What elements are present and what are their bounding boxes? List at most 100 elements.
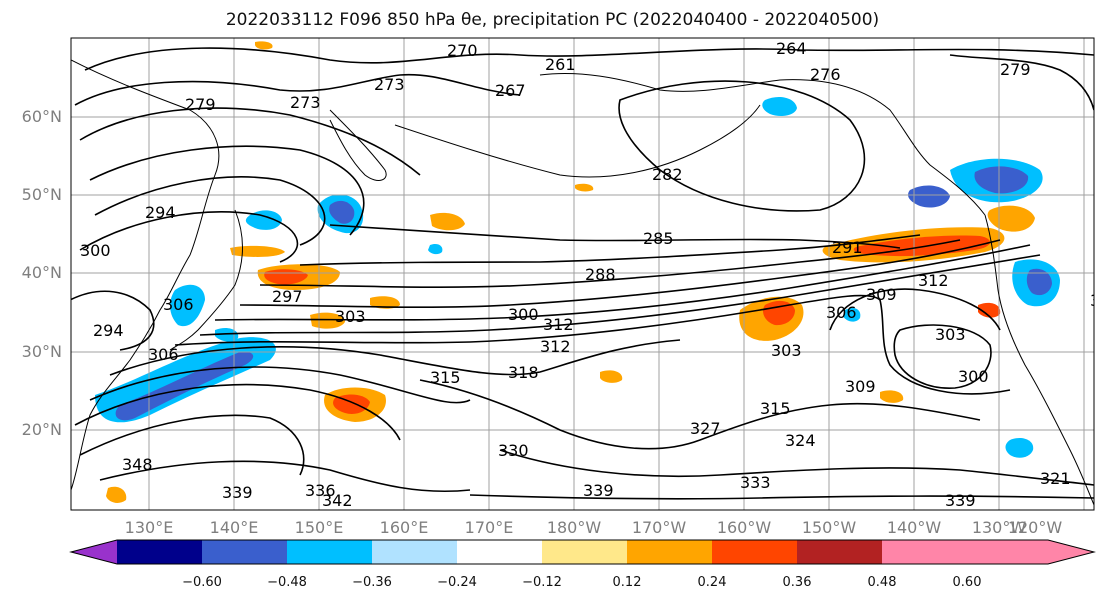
lat-label: 30°N <box>21 342 62 361</box>
colorbar-tick-label: −0.60 <box>182 575 222 590</box>
pos-patch-small-g <box>575 183 594 192</box>
contour-label: 309 <box>845 377 876 396</box>
neg-patch-okhotsk-core <box>329 200 355 224</box>
lat-label: 20°N <box>21 420 62 439</box>
colorbar-tick-label: 0.36 <box>782 575 812 590</box>
neg-patch-small-3 <box>215 327 239 342</box>
contour-label: 306 <box>163 295 194 314</box>
pos-patch-small-f <box>255 41 273 50</box>
lon-label: 170°W <box>631 518 687 537</box>
lon-label: 160°W <box>716 518 772 537</box>
contour-label: 294 <box>93 321 124 340</box>
coastlines <box>71 59 1094 506</box>
colorbar-bin <box>797 540 882 564</box>
pos-patch-central-pacific <box>430 212 465 231</box>
contour-label: 336 <box>305 481 336 500</box>
contour-label: 276 <box>810 65 841 84</box>
coast-aleutians <box>394 104 761 178</box>
neg-patch-small-1 <box>428 243 443 255</box>
colorbar-extend-left <box>71 540 117 564</box>
coast-alaska <box>539 73 986 216</box>
colorbar-tick-label: 0.12 <box>612 575 642 590</box>
neg-patch-bc-core <box>974 166 1029 194</box>
contour-label: 261 <box>545 55 576 74</box>
pos-patch-small-c <box>978 302 1001 318</box>
coast-north-america <box>984 214 1094 506</box>
colorbar-tick-label: −0.48 <box>267 575 307 590</box>
lon-label: 140°W <box>886 518 942 537</box>
lon-label: 150°E <box>294 518 344 537</box>
lon-label: 140°E <box>209 518 259 537</box>
contour-label: 333 <box>740 473 771 492</box>
contour-label: 324 <box>785 431 816 450</box>
neg-patch-kamchatka <box>245 210 282 230</box>
contour-label: 321 <box>1040 469 1071 488</box>
map-frame <box>70 37 1095 511</box>
contour-label: 303 <box>935 325 966 344</box>
contour-label: 306 <box>148 345 179 364</box>
contour-label: 318 <box>508 363 539 382</box>
colorbar-bin <box>202 540 287 564</box>
contour-label: 312 <box>543 315 574 334</box>
colorbar-bin <box>372 540 457 564</box>
contour-label: 279 <box>185 95 216 114</box>
colorbar-extend-right <box>967 540 1094 564</box>
pos-patch-small-e <box>600 370 623 383</box>
coast-japan <box>169 209 243 351</box>
contour-label: 339 <box>945 491 976 510</box>
contour-label: 339 <box>583 481 614 500</box>
colorbar <box>69 539 1096 565</box>
contour-label: 303 <box>335 307 366 326</box>
neg-patch-gulf-alaska <box>762 96 797 116</box>
pos-patch-small-a <box>370 296 400 309</box>
neg-patch-mexico <box>1005 438 1034 458</box>
contour-label: 282 <box>652 165 683 184</box>
lat-label: 60°N <box>21 107 62 126</box>
colorbar-bin <box>882 540 967 564</box>
contour-label: 285 <box>643 229 674 248</box>
contour-label: 288 <box>585 265 616 284</box>
pos-patch-small-i <box>880 390 904 403</box>
contour-label: 312 <box>1090 291 1105 310</box>
graticule <box>71 38 1094 510</box>
neg-patch-gulf-core <box>908 185 950 208</box>
contour-label: 279 <box>1000 60 1031 79</box>
lat-label: 40°N <box>21 263 62 282</box>
lon-label: 120°W <box>1007 518 1063 537</box>
contour-label: 300 <box>958 367 989 386</box>
neg-patch-small-2 <box>843 307 861 322</box>
contour-label: 312 <box>918 271 949 290</box>
contour-label: 309 <box>866 285 897 304</box>
contour-label: 342 <box>322 491 353 510</box>
contour-label: 339 <box>222 483 253 502</box>
contour-label: 273 <box>290 93 321 112</box>
lat-label: 50°N <box>21 185 62 204</box>
lon-label: 130°W <box>971 518 1027 537</box>
contour-label: 300 <box>508 305 539 324</box>
contour-label: 264 <box>776 39 807 58</box>
lon-label: 130°E <box>124 518 174 537</box>
contour-label: 270 <box>447 41 478 60</box>
pos-patch-small-d <box>230 245 285 257</box>
lon-label: 180°W <box>546 518 602 537</box>
contour-label: 327 <box>690 419 721 438</box>
map-layers: 270 264 276 279 261 267 273 273 279 282 … <box>71 38 1105 510</box>
theta-e-contours <box>71 47 1094 500</box>
contour-label: 312 <box>540 337 571 356</box>
contour-label: 330 <box>498 441 529 460</box>
colorbar-bin <box>117 540 202 564</box>
colorbar-bin <box>712 540 797 564</box>
contour-label: 267 <box>495 81 526 100</box>
contour-label: 294 <box>145 203 176 222</box>
colorbar-bin <box>287 540 372 564</box>
contour-label: 273 <box>374 75 405 94</box>
contour-label: 297 <box>272 287 303 306</box>
colorbar-tick-label: −0.12 <box>522 575 562 590</box>
colorbar-tick-label: −0.24 <box>437 575 477 590</box>
coast-asia <box>71 59 220 491</box>
contour-label: 300 <box>80 241 111 260</box>
contour-labels: 270 264 276 279 261 267 273 273 279 282 … <box>80 39 1105 510</box>
pos-patch-subtropical-east-core <box>763 300 795 326</box>
map-title: 2022033112 F096 850 hPa θe, precipitatio… <box>225 10 880 30</box>
